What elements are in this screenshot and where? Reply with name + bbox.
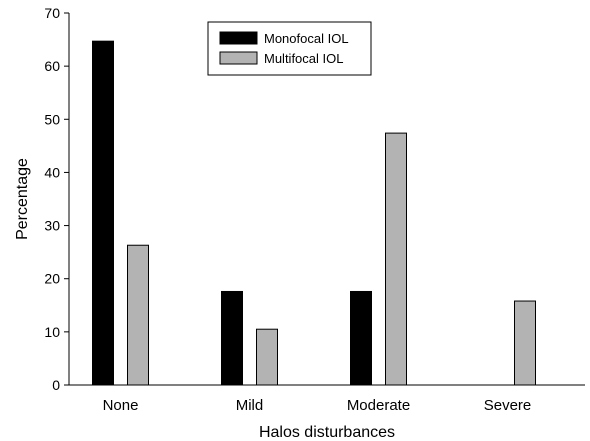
x-axis: None Mild Moderate Severe bbox=[69, 384, 585, 414]
x-tick-label: Severe bbox=[484, 397, 532, 414]
legend-swatch bbox=[219, 31, 258, 45]
x-tick-label: Moderate bbox=[347, 397, 410, 414]
legend-label: Monofocal IOL bbox=[264, 31, 349, 46]
y-tick-label: 30 bbox=[44, 218, 60, 234]
bar-multifocal-moderate bbox=[385, 132, 407, 386]
y-tick-label: 0 bbox=[52, 377, 60, 393]
y-axis-title: Percentage bbox=[14, 158, 31, 240]
bar-multifocal-severe bbox=[514, 300, 536, 386]
y-tick-label: 40 bbox=[44, 164, 60, 180]
legend-swatch bbox=[219, 51, 258, 65]
y-tick-label: 10 bbox=[44, 324, 60, 340]
y-axis: 0 10 20 30 40 50 60 70 bbox=[44, 5, 70, 393]
legend-label: Multifocal IOL bbox=[264, 51, 343, 66]
x-axis-title: Halos disturbances bbox=[259, 424, 395, 441]
bar-monofocal-mild bbox=[221, 290, 243, 386]
y-tick-label: 60 bbox=[44, 58, 60, 74]
legend: Monofocal IOL Multifocal IOL bbox=[207, 21, 372, 76]
bar-multifocal-none bbox=[127, 244, 149, 386]
x-tick-label: Mild bbox=[236, 397, 264, 414]
bars-group bbox=[92, 40, 536, 386]
y-tick-label: 50 bbox=[44, 111, 60, 127]
x-tick-label: None bbox=[103, 397, 139, 414]
bar-monofocal-moderate bbox=[350, 290, 372, 386]
legend-frame bbox=[207, 21, 372, 76]
bar-multifocal-mild bbox=[256, 328, 278, 386]
bar-monofocal-none bbox=[92, 40, 114, 386]
y-tick-label: 70 bbox=[44, 5, 60, 21]
y-tick-label: 20 bbox=[44, 271, 60, 287]
